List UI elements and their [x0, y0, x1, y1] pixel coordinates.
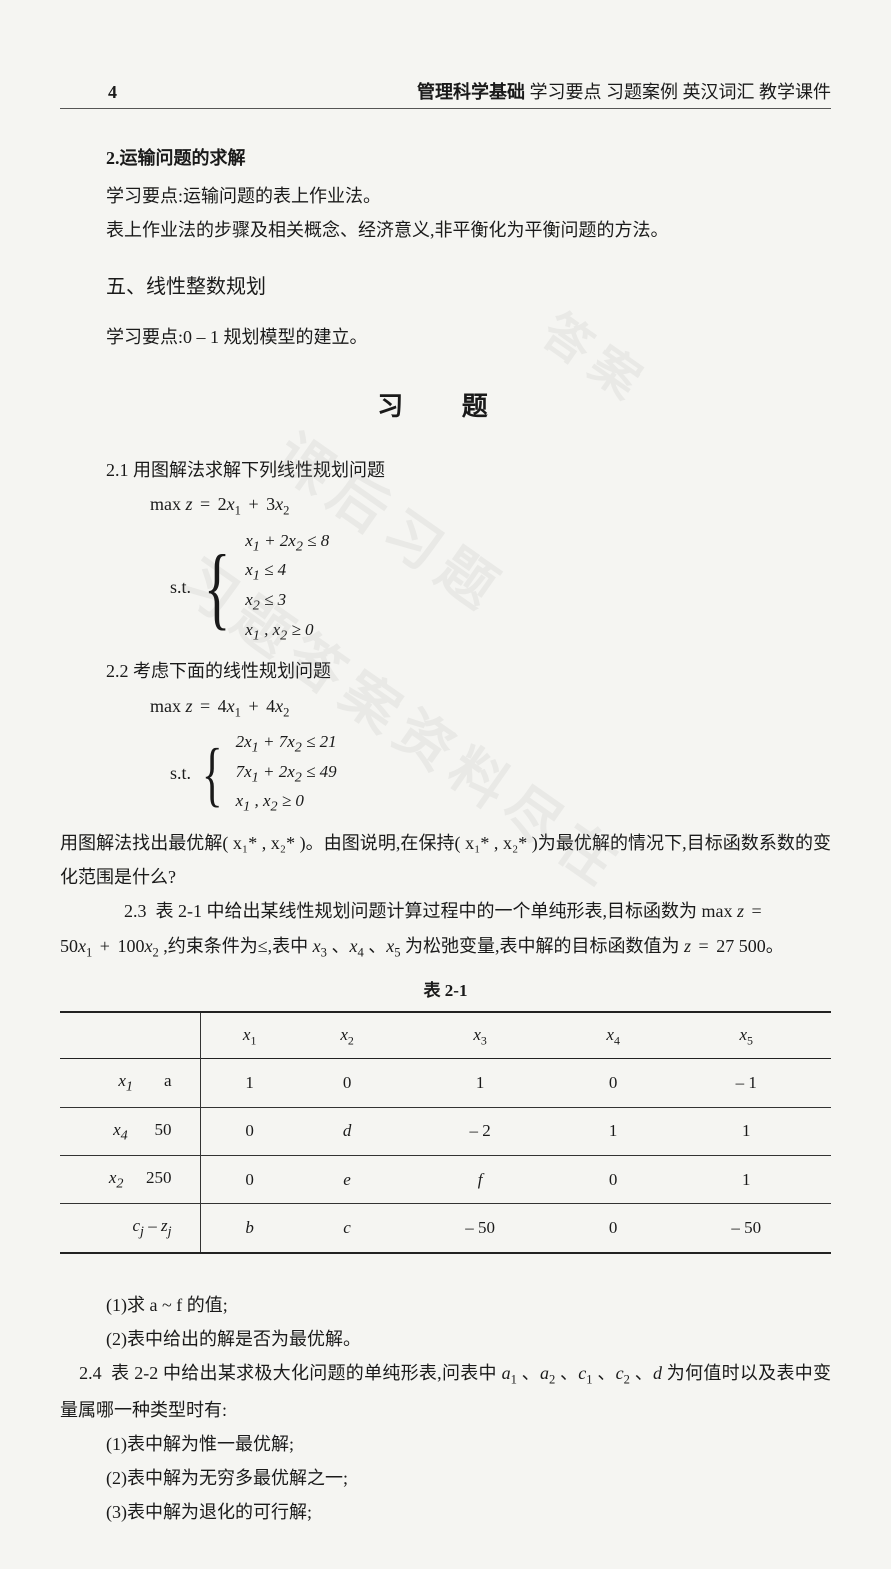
- table-cell: 0: [565, 1156, 662, 1204]
- constraint: x1 , x2 ≥ 0: [236, 788, 337, 818]
- table-cell: 1: [565, 1107, 662, 1155]
- table-cell: x2 250: [60, 1156, 200, 1204]
- running-head: 管理科学基础 学习要点 习题案例 英汉词汇 教学课件: [417, 78, 831, 104]
- table-cell: – 50: [395, 1204, 565, 1253]
- table-cell: 1: [661, 1107, 831, 1155]
- body-text: 学习要点:运输问题的表上作业法。: [60, 179, 831, 213]
- question-2-1: 2.1 用图解法求解下列线性规划问题: [60, 453, 831, 487]
- sub-question: (3)表中解为退化的可行解;: [60, 1495, 831, 1529]
- table-cell: b: [200, 1204, 299, 1253]
- table-caption: 表 2-1: [60, 975, 831, 1007]
- section-heading: 2.运输问题的求解: [60, 141, 831, 175]
- question-2-2: 2.2 考虑下面的线性规划问题: [60, 654, 831, 688]
- table-row: x2 250 0 e f 0 1: [60, 1156, 831, 1204]
- table-row: x1 a 1 0 1 0 – 1: [60, 1059, 831, 1107]
- question-number: 2.1: [106, 460, 129, 480]
- table-cell: 0: [200, 1156, 299, 1204]
- table-cell: c: [299, 1204, 396, 1253]
- page-number: 4: [60, 82, 117, 103]
- table-cell: x1: [200, 1012, 299, 1059]
- table-cell: x5: [661, 1012, 831, 1059]
- body-text: 表上作业法的步骤及相关概念、经济意义,非平衡化为平衡问题的方法。: [60, 213, 831, 247]
- question-text: 用图解法求解下列线性规划问题: [129, 460, 386, 480]
- sub-question: (2)表中解为无穷多最优解之一;: [60, 1461, 831, 1495]
- question-2-2-follow: 用图解法找出最优解( x₁* , x₂* )。由图说明,在保持( x₁* , x…: [60, 826, 831, 894]
- constraint: x2 ≤ 3: [245, 587, 329, 617]
- page-header: 4 管理科学基础 学习要点 习题案例 英汉词汇 教学课件: [60, 78, 831, 109]
- constraint: x1 , x2 ≥ 0: [245, 617, 329, 647]
- question-number: 2.2: [106, 661, 129, 681]
- question-text: 考虑下面的线性规划问题: [129, 661, 332, 681]
- constraint: 2x1 + 7x2 ≤ 21: [236, 729, 337, 759]
- table-cell: – 50: [661, 1204, 831, 1253]
- table-cell: 1: [200, 1059, 299, 1107]
- table-cell: f: [395, 1156, 565, 1204]
- table-row: cj – zj b c – 50 0 – 50: [60, 1204, 831, 1253]
- table-cell: [60, 1012, 200, 1059]
- constraint: x1 + 2x2 ≤ 8: [245, 528, 329, 558]
- question-2-4: 2.4 表 2-2 中给出某求极大化问题的单纯形表,问表中 a₁ 、a₂ 、c₁…: [60, 1356, 831, 1427]
- objective: max max z = 4x₁ + 4x₂z = 4x1 + 4x2: [60, 689, 831, 726]
- sub-question: (1)求 a ~ f 的值;: [60, 1288, 831, 1322]
- table-cell: 1: [395, 1059, 565, 1107]
- table-cell: 0: [299, 1059, 396, 1107]
- table-cell: 0: [565, 1059, 662, 1107]
- constraint: x1 ≤ 4: [245, 557, 329, 587]
- table-cell: – 2: [395, 1107, 565, 1155]
- objective: max max z = 2x₁ + 3x₂z = 2x1 + 3x2: [60, 487, 831, 524]
- sub-question: (1)表中解为惟一最优解;: [60, 1427, 831, 1461]
- body-content: 2.运输问题的求解 学习要点:运输问题的表上作业法。 表上作业法的步骤及相关概念…: [60, 141, 831, 1529]
- table-cell: – 1: [661, 1059, 831, 1107]
- table-cell: x4: [565, 1012, 662, 1059]
- table-cell: 0: [200, 1107, 299, 1155]
- table-cell: d: [299, 1107, 396, 1155]
- book-title: 管理科学基础: [417, 82, 525, 102]
- table-cell: 0: [565, 1204, 662, 1253]
- table-cell: x2: [299, 1012, 396, 1059]
- table-cell: 1: [661, 1156, 831, 1204]
- constraints-2-2: s.t. { 2x1 + 7x2 ≤ 21 7x1 + 2x2 ≤ 49 x1 …: [60, 729, 831, 818]
- table-cell: x4 50: [60, 1107, 200, 1155]
- table-row: x4 50 0 d – 2 1 1: [60, 1107, 831, 1155]
- constraint: 7x1 + 2x2 ≤ 49: [236, 759, 337, 789]
- table-header-row: x1 x2 x3 x4 x5: [60, 1012, 831, 1059]
- constraints-2-1: s.t. { x1 + 2x2 ≤ 8 x1 ≤ 4 x2 ≤ 3 x1 , x…: [60, 528, 831, 647]
- simplex-table-2-1: x1 x2 x3 x4 x5 x1 a 1 0 1 0 – 1 x4 50 0 …: [60, 1011, 831, 1253]
- subtitle: 学习要点 习题案例 英汉词汇 教学课件: [525, 82, 831, 102]
- question-2-3: 2.3 表 2-1 中给出某线性规划问题计算过程中的一个单纯形表,目标函数为 m…: [106, 894, 831, 928]
- table-cell: e: [299, 1156, 396, 1204]
- sub-question: (2)表中给出的解是否为最优解。: [60, 1322, 831, 1356]
- exercises-title: 习 题: [60, 382, 831, 431]
- body-text: 学习要点:0 – 1 规划模型的建立。: [60, 320, 831, 354]
- section-heading-5: 五、线性整数规划: [60, 268, 831, 306]
- table-cell: x3: [395, 1012, 565, 1059]
- question-2-3-cont: 50x1 + 100x2 ,约束条件为≤,表中 x3 、x4 、x5 为松弛变量…: [60, 929, 831, 966]
- table-cell: x1 a: [60, 1059, 200, 1107]
- table-cell: cj – zj: [60, 1204, 200, 1253]
